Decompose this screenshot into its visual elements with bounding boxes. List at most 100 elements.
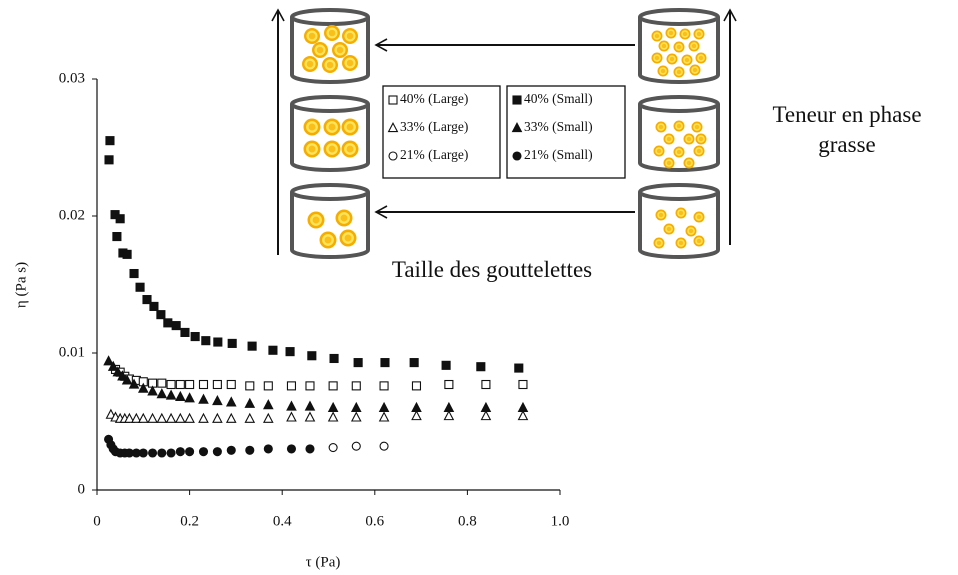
droplet-ring xyxy=(685,159,693,167)
point xyxy=(328,381,338,391)
point xyxy=(444,379,454,390)
droplet-ring xyxy=(338,212,350,224)
point xyxy=(198,412,209,423)
legend-marker xyxy=(511,122,523,133)
point xyxy=(185,447,195,457)
point xyxy=(117,370,128,381)
droplet-ring xyxy=(344,57,356,69)
legend-box xyxy=(382,85,501,179)
point xyxy=(122,249,132,259)
droplet-ring xyxy=(655,239,663,247)
point xyxy=(443,410,455,421)
point xyxy=(379,441,389,451)
droplet-ring xyxy=(687,227,695,235)
droplet-ring xyxy=(667,29,675,37)
point xyxy=(165,412,177,423)
droplet-ring xyxy=(695,30,703,38)
point xyxy=(481,379,491,390)
point xyxy=(268,345,278,355)
point xyxy=(212,394,223,406)
cylinder xyxy=(290,183,370,259)
legend-label: 40% (Small) xyxy=(524,91,593,106)
point xyxy=(171,321,181,331)
point xyxy=(175,447,185,457)
point xyxy=(149,301,159,311)
diagram xyxy=(271,8,737,259)
point xyxy=(103,355,114,366)
point xyxy=(147,385,158,396)
point xyxy=(328,442,338,453)
point xyxy=(517,401,529,412)
droplet-ring xyxy=(326,121,338,133)
droplet-ring xyxy=(324,59,336,71)
point xyxy=(518,379,528,390)
point xyxy=(411,410,422,421)
droplet-ring xyxy=(697,135,705,143)
droplet-ring xyxy=(665,225,673,233)
point xyxy=(263,399,274,410)
point xyxy=(131,412,142,423)
x-tick-label: 0.2 xyxy=(180,513,199,529)
droplet-ring xyxy=(697,54,705,62)
droplet-ring xyxy=(304,58,316,70)
droplet-ring xyxy=(344,121,356,133)
legend-marker xyxy=(512,95,522,105)
legend-marker xyxy=(512,151,522,161)
point xyxy=(138,448,148,458)
legend-label: 33% (Small) xyxy=(524,119,593,134)
point xyxy=(350,401,362,412)
point xyxy=(137,412,149,423)
cylinder-top xyxy=(290,8,370,26)
point xyxy=(166,448,176,458)
point xyxy=(198,447,209,457)
droplet-ring xyxy=(685,135,693,143)
cylinder-top xyxy=(638,8,720,26)
point xyxy=(263,412,274,423)
cylinder-top xyxy=(638,95,720,113)
point xyxy=(480,410,492,421)
point xyxy=(305,381,315,391)
point xyxy=(514,363,524,373)
cylinder xyxy=(638,95,720,172)
point xyxy=(157,448,167,458)
cylinder xyxy=(290,95,370,172)
point xyxy=(409,358,419,368)
point xyxy=(166,379,176,390)
point xyxy=(175,379,185,390)
point xyxy=(411,401,422,412)
droplet-ring xyxy=(657,211,665,219)
point xyxy=(226,379,236,390)
cylinder xyxy=(290,8,370,84)
droplet-ring xyxy=(326,27,338,39)
droplet-ring xyxy=(314,44,326,56)
point xyxy=(212,379,222,390)
droplet-ring xyxy=(660,42,668,50)
legend-marker xyxy=(388,151,398,161)
point xyxy=(105,136,115,146)
droplet-ring xyxy=(691,66,699,74)
point xyxy=(104,155,114,165)
x-axis-title: τ (Pa) xyxy=(306,554,341,570)
point xyxy=(112,232,122,242)
point xyxy=(245,381,255,391)
point xyxy=(351,381,361,391)
point xyxy=(212,412,223,423)
point xyxy=(198,379,209,390)
point xyxy=(184,412,195,423)
x-tick-label: 0.6 xyxy=(365,513,384,529)
point xyxy=(175,412,186,423)
legend-label: 40% (Large) xyxy=(400,91,468,106)
point xyxy=(190,332,200,342)
point xyxy=(148,448,158,458)
point xyxy=(225,396,237,407)
point xyxy=(380,358,390,368)
y-tick-label: 0.03 xyxy=(59,70,85,86)
cylinder xyxy=(638,8,720,84)
point xyxy=(225,412,237,423)
x-tick-label: 1.0 xyxy=(551,513,570,529)
legend-box xyxy=(506,85,626,179)
droplet-ring xyxy=(695,213,703,221)
point xyxy=(157,378,167,388)
point xyxy=(175,390,186,401)
